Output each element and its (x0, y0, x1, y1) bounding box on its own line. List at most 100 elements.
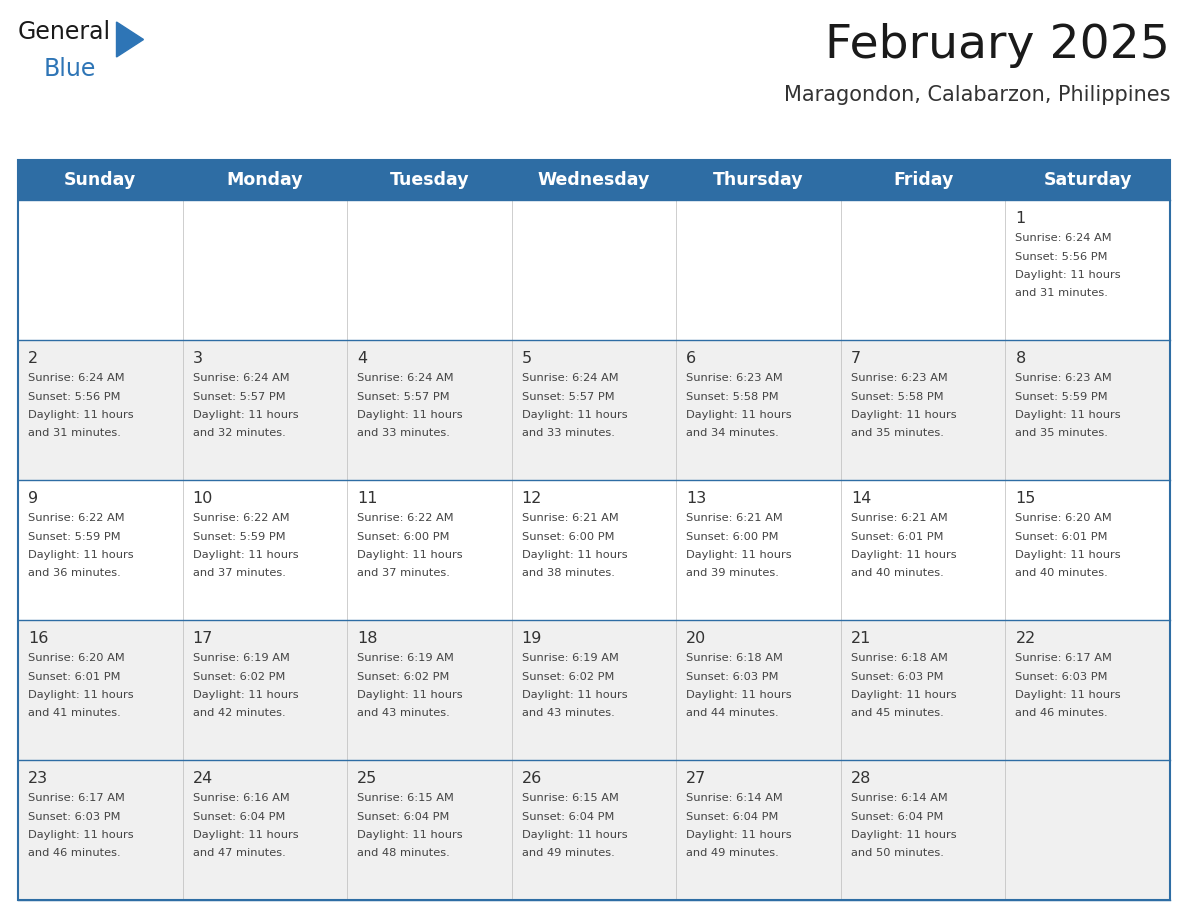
Text: 15: 15 (1016, 491, 1036, 506)
Text: Friday: Friday (893, 171, 953, 189)
Text: Blue: Blue (44, 57, 96, 81)
Text: 22: 22 (1016, 631, 1036, 646)
Text: Sunday: Sunday (64, 171, 137, 189)
Text: and 39 minutes.: and 39 minutes. (687, 568, 779, 578)
Text: Sunset: 6:02 PM: Sunset: 6:02 PM (522, 671, 614, 681)
Text: Sunrise: 6:21 AM: Sunrise: 6:21 AM (687, 513, 783, 523)
Text: and 41 minutes.: and 41 minutes. (29, 709, 121, 719)
Text: Maragondon, Calabarzon, Philippines: Maragondon, Calabarzon, Philippines (784, 85, 1170, 105)
Text: and 47 minutes.: and 47 minutes. (192, 848, 285, 858)
Text: 11: 11 (358, 491, 378, 506)
Text: 23: 23 (29, 771, 49, 786)
Bar (18, 480, 1170, 620)
Text: and 40 minutes.: and 40 minutes. (851, 568, 943, 578)
Text: Sunset: 6:01 PM: Sunset: 6:01 PM (851, 532, 943, 542)
Text: Sunrise: 6:22 AM: Sunrise: 6:22 AM (358, 513, 454, 523)
Text: Sunrise: 6:14 AM: Sunrise: 6:14 AM (851, 793, 948, 803)
Text: Sunset: 6:03 PM: Sunset: 6:03 PM (1016, 671, 1108, 681)
Text: Daylight: 11 hours: Daylight: 11 hours (29, 550, 133, 560)
Text: Daylight: 11 hours: Daylight: 11 hours (687, 690, 792, 700)
Text: Daylight: 11 hours: Daylight: 11 hours (687, 550, 792, 560)
Text: and 31 minutes.: and 31 minutes. (1016, 288, 1108, 298)
Text: Sunset: 5:57 PM: Sunset: 5:57 PM (192, 391, 285, 401)
Text: Sunset: 6:04 PM: Sunset: 6:04 PM (522, 812, 614, 822)
Text: and 33 minutes.: and 33 minutes. (522, 429, 614, 439)
Text: 26: 26 (522, 771, 542, 786)
Text: and 38 minutes.: and 38 minutes. (522, 568, 614, 578)
Text: Sunrise: 6:24 AM: Sunrise: 6:24 AM (1016, 233, 1112, 243)
Text: 5: 5 (522, 351, 532, 366)
Text: Sunrise: 6:15 AM: Sunrise: 6:15 AM (358, 793, 454, 803)
Text: and 31 minutes.: and 31 minutes. (29, 429, 121, 439)
Bar (18, 620, 1170, 760)
Text: Monday: Monday (227, 171, 303, 189)
Text: and 50 minutes.: and 50 minutes. (851, 848, 943, 858)
Text: 9: 9 (29, 491, 38, 506)
Text: and 34 minutes.: and 34 minutes. (687, 429, 779, 439)
Text: Daylight: 11 hours: Daylight: 11 hours (1016, 410, 1121, 420)
Text: Daylight: 11 hours: Daylight: 11 hours (358, 830, 463, 840)
Polygon shape (116, 22, 144, 57)
Text: Sunrise: 6:23 AM: Sunrise: 6:23 AM (1016, 373, 1112, 383)
Text: Sunrise: 6:14 AM: Sunrise: 6:14 AM (687, 793, 783, 803)
Text: Sunrise: 6:17 AM: Sunrise: 6:17 AM (29, 793, 125, 803)
Text: Sunset: 5:59 PM: Sunset: 5:59 PM (29, 532, 121, 542)
Text: 12: 12 (522, 491, 542, 506)
Text: and 45 minutes.: and 45 minutes. (851, 709, 943, 719)
Text: Sunset: 6:02 PM: Sunset: 6:02 PM (192, 671, 285, 681)
Text: Sunrise: 6:23 AM: Sunrise: 6:23 AM (687, 373, 783, 383)
Text: and 43 minutes.: and 43 minutes. (358, 709, 450, 719)
Text: Daylight: 11 hours: Daylight: 11 hours (1016, 550, 1121, 560)
Text: Daylight: 11 hours: Daylight: 11 hours (358, 550, 463, 560)
Text: Sunrise: 6:17 AM: Sunrise: 6:17 AM (1016, 653, 1112, 663)
Text: Daylight: 11 hours: Daylight: 11 hours (851, 410, 956, 420)
Text: Sunset: 6:01 PM: Sunset: 6:01 PM (29, 671, 120, 681)
Text: and 42 minutes.: and 42 minutes. (192, 709, 285, 719)
Text: 25: 25 (358, 771, 378, 786)
Text: Daylight: 11 hours: Daylight: 11 hours (687, 410, 792, 420)
Text: Sunrise: 6:20 AM: Sunrise: 6:20 AM (1016, 513, 1112, 523)
Text: Sunset: 6:04 PM: Sunset: 6:04 PM (851, 812, 943, 822)
Text: Daylight: 11 hours: Daylight: 11 hours (192, 410, 298, 420)
Text: Daylight: 11 hours: Daylight: 11 hours (522, 410, 627, 420)
Text: Daylight: 11 hours: Daylight: 11 hours (29, 830, 133, 840)
Text: 8: 8 (1016, 351, 1025, 366)
Text: Sunset: 6:04 PM: Sunset: 6:04 PM (687, 812, 778, 822)
Text: Sunrise: 6:18 AM: Sunrise: 6:18 AM (687, 653, 783, 663)
Text: Sunset: 5:57 PM: Sunset: 5:57 PM (358, 391, 450, 401)
Text: Sunrise: 6:24 AM: Sunrise: 6:24 AM (192, 373, 289, 383)
Text: Daylight: 11 hours: Daylight: 11 hours (522, 830, 627, 840)
Text: 7: 7 (851, 351, 861, 366)
Text: 21: 21 (851, 631, 871, 646)
Text: Sunrise: 6:22 AM: Sunrise: 6:22 AM (192, 513, 289, 523)
Text: 14: 14 (851, 491, 871, 506)
Text: Sunset: 5:58 PM: Sunset: 5:58 PM (851, 391, 943, 401)
Text: and 36 minutes.: and 36 minutes. (29, 568, 121, 578)
Text: 6: 6 (687, 351, 696, 366)
Text: Sunrise: 6:24 AM: Sunrise: 6:24 AM (29, 373, 125, 383)
Text: and 49 minutes.: and 49 minutes. (522, 848, 614, 858)
Text: Sunset: 5:57 PM: Sunset: 5:57 PM (522, 391, 614, 401)
Text: Sunset: 5:56 PM: Sunset: 5:56 PM (29, 391, 120, 401)
Text: Sunrise: 6:24 AM: Sunrise: 6:24 AM (522, 373, 618, 383)
Text: 10: 10 (192, 491, 213, 506)
Text: Sunrise: 6:21 AM: Sunrise: 6:21 AM (851, 513, 948, 523)
Text: Sunrise: 6:19 AM: Sunrise: 6:19 AM (522, 653, 619, 663)
Text: and 33 minutes.: and 33 minutes. (358, 429, 450, 439)
Text: Daylight: 11 hours: Daylight: 11 hours (522, 550, 627, 560)
Text: and 43 minutes.: and 43 minutes. (522, 709, 614, 719)
Text: and 49 minutes.: and 49 minutes. (687, 848, 779, 858)
Text: 2: 2 (29, 351, 38, 366)
Text: Sunrise: 6:19 AM: Sunrise: 6:19 AM (192, 653, 290, 663)
Text: Sunset: 5:58 PM: Sunset: 5:58 PM (687, 391, 779, 401)
Text: Sunset: 6:04 PM: Sunset: 6:04 PM (192, 812, 285, 822)
Text: 3: 3 (192, 351, 203, 366)
Text: 16: 16 (29, 631, 49, 646)
Text: Daylight: 11 hours: Daylight: 11 hours (1016, 270, 1121, 280)
Text: 27: 27 (687, 771, 707, 786)
Text: Sunset: 6:04 PM: Sunset: 6:04 PM (358, 812, 449, 822)
Text: Daylight: 11 hours: Daylight: 11 hours (1016, 690, 1121, 700)
Text: and 40 minutes.: and 40 minutes. (1016, 568, 1108, 578)
Text: 4: 4 (358, 351, 367, 366)
Text: Sunset: 6:03 PM: Sunset: 6:03 PM (687, 671, 779, 681)
